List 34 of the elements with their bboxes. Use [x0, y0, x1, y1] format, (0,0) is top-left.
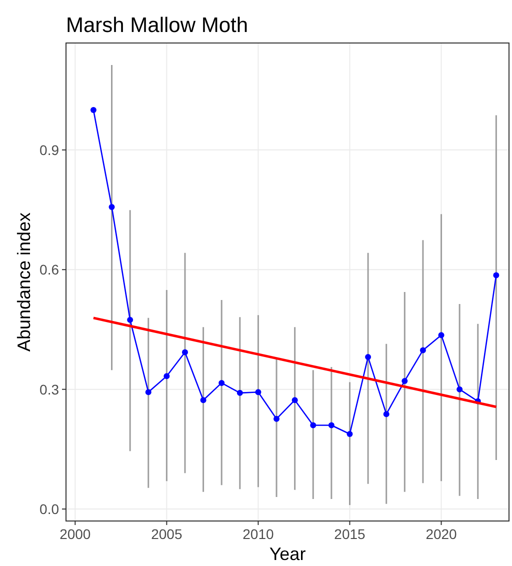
y-tick-label: 0.3: [40, 381, 60, 398]
point: [420, 347, 426, 354]
point: [90, 107, 96, 114]
x-axis-title: Year: [269, 544, 306, 564]
chart-title: Marsh Mallow Moth: [66, 14, 248, 37]
y-tick-label: 0.0: [40, 501, 60, 518]
point: [127, 316, 134, 323]
point: [328, 422, 334, 428]
x-tick-label: 2015: [334, 526, 366, 542]
point: [402, 378, 408, 384]
point: [456, 386, 463, 392]
point: [182, 349, 188, 356]
point: [108, 204, 115, 210]
point: [236, 390, 243, 396]
x-tick-label: 2005: [151, 526, 182, 542]
point: [218, 380, 225, 386]
point: [164, 373, 170, 380]
y-tick-label: 0.9: [40, 142, 60, 158]
x-tick-label: 2000: [60, 526, 91, 542]
y-axis-title: Abundance index: [14, 212, 34, 352]
point: [383, 411, 390, 418]
x-tick-label: 2010: [242, 526, 274, 542]
point: [346, 431, 353, 438]
y-tick-label: 0.6: [40, 262, 60, 278]
point: [274, 416, 280, 422]
point: [438, 332, 444, 338]
point: [255, 389, 262, 396]
point: [493, 272, 500, 278]
point: [310, 422, 316, 428]
point: [292, 397, 298, 404]
point: [365, 354, 372, 360]
point: [200, 397, 206, 404]
x-tick-label: 2020: [426, 526, 458, 542]
point: [145, 389, 152, 396]
